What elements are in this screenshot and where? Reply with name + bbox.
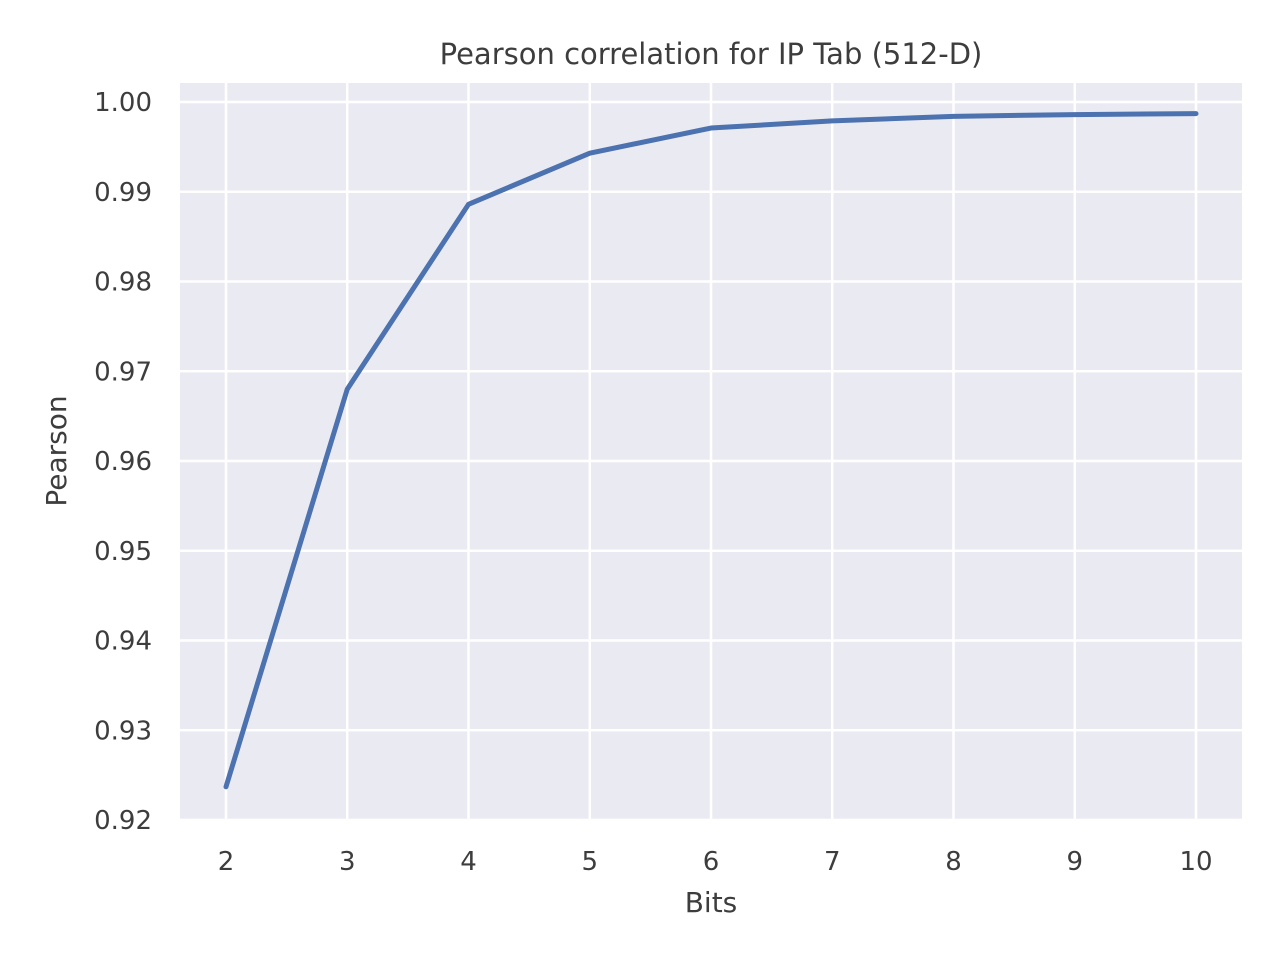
data-point xyxy=(708,125,714,131)
x-tick-label: 2 xyxy=(218,847,235,877)
x-tick-label: 10 xyxy=(1179,847,1212,877)
data-point xyxy=(344,386,350,392)
data-point xyxy=(951,113,957,119)
y-tick-label: 0.98 xyxy=(94,268,152,298)
x-axis-ticks: 2 3 4 5 6 7 8 9 10 xyxy=(218,847,1213,877)
y-tick-label: 0.96 xyxy=(94,447,152,477)
x-tick-label: 9 xyxy=(1066,847,1083,877)
y-tick-label: 0.95 xyxy=(94,537,152,567)
x-tick-label: 6 xyxy=(703,847,720,877)
x-tick-label: 4 xyxy=(460,847,477,877)
x-tick-label: 7 xyxy=(824,847,841,877)
y-tick-label: 0.97 xyxy=(94,357,152,387)
grid-lines xyxy=(180,83,1242,822)
chart-title: Pearson correlation for IP Tab (512-D) xyxy=(440,37,983,71)
data-point xyxy=(466,201,472,207)
data-point xyxy=(587,150,593,156)
data-point xyxy=(829,118,835,124)
x-axis-label: Bits xyxy=(685,886,738,919)
x-tick-label: 5 xyxy=(581,847,598,877)
series-layer xyxy=(223,111,1199,790)
y-tick-label: 0.99 xyxy=(94,178,152,208)
y-tick-label: 0.92 xyxy=(94,806,152,836)
y-axis-label: Pearson xyxy=(40,395,73,506)
series-line-pearson xyxy=(223,111,1199,790)
data-point xyxy=(1072,112,1078,118)
data-point xyxy=(223,784,229,790)
y-tick-label: 0.94 xyxy=(94,627,152,657)
data-point xyxy=(1193,111,1199,117)
y-tick-label: 0.93 xyxy=(94,716,152,746)
x-tick-label: 8 xyxy=(945,847,962,877)
y-tick-label: 1.00 xyxy=(94,88,152,118)
y-axis-ticks: 0.92 0.93 0.94 0.95 0.96 0.97 0.98 0.99 1.00 xyxy=(94,88,152,836)
x-tick-label: 3 xyxy=(339,847,356,877)
